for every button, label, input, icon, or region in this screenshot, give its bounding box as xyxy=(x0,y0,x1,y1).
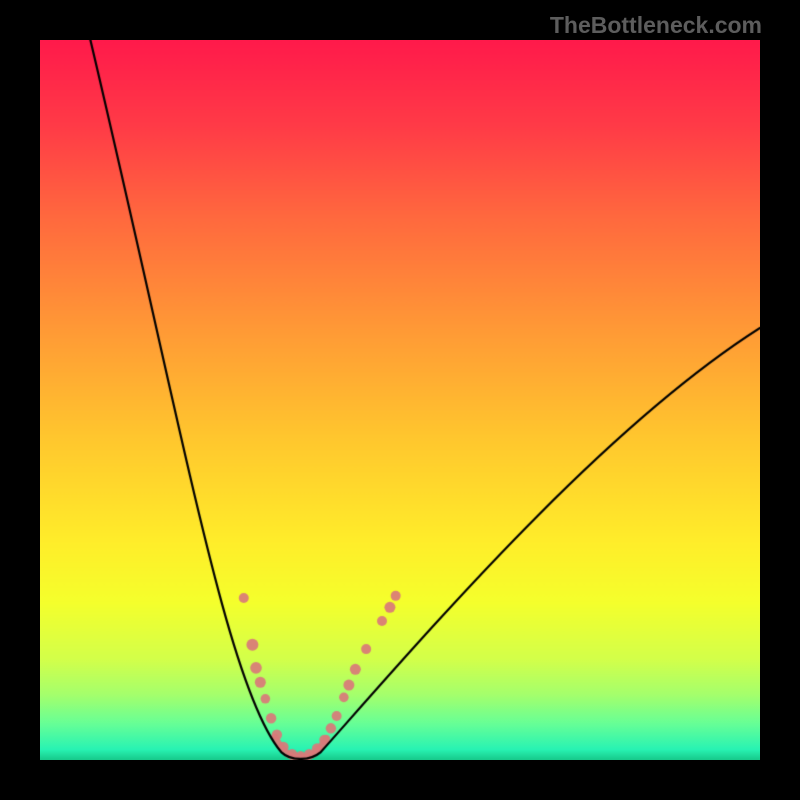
chart-stage: TheBottleneck.com xyxy=(0,0,800,800)
watermark-text: TheBottleneck.com xyxy=(550,12,762,39)
plot-frame xyxy=(40,40,760,760)
bottleneck-curve xyxy=(40,40,760,760)
